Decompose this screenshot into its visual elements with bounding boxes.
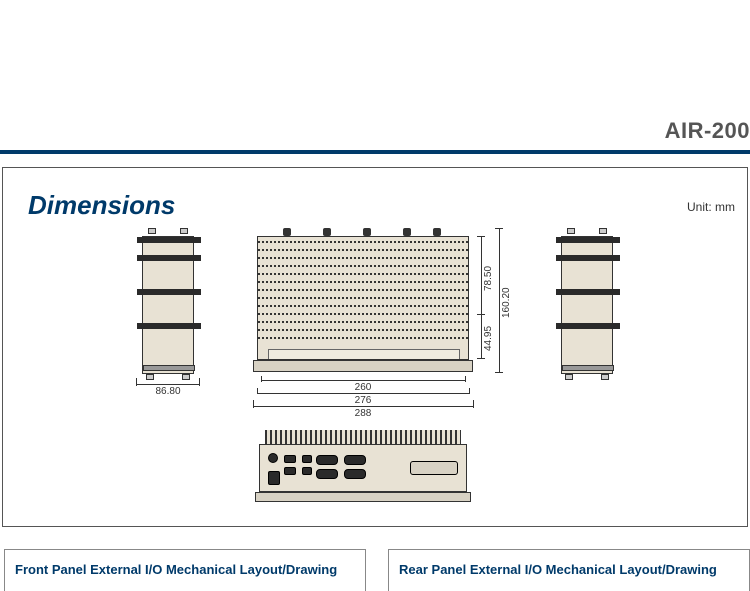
dim-side-width: 86.80	[136, 386, 200, 397]
side-view-left	[136, 228, 200, 378]
dim-height-upper: 78.50	[483, 258, 494, 298]
side-body-right	[561, 236, 613, 374]
side-view-right	[555, 228, 619, 378]
front-panel-title: Front Panel External I/O Mechanical Layo…	[15, 562, 337, 577]
dimensions-unit: Unit: mm	[687, 200, 735, 214]
rear-panel-title: Rear Panel External I/O Mechanical Layou…	[399, 562, 717, 577]
dim-top-mid: 276	[257, 395, 469, 406]
side-body	[142, 236, 194, 374]
header-divider	[0, 150, 750, 154]
dim-height-lower: 44.95	[483, 320, 494, 356]
front-panel-box: Front Panel External I/O Mechanical Layo…	[4, 549, 366, 591]
top-body	[257, 236, 469, 360]
dim-top-outer: 288	[253, 408, 473, 419]
top-view	[253, 228, 473, 376]
dimensions-title: Dimensions	[28, 190, 175, 221]
dim-top-inner: 260	[261, 382, 465, 393]
front-view	[259, 430, 467, 506]
product-name: AIR-200	[665, 118, 750, 144]
drawings-area: 86.80	[3, 228, 749, 528]
dimensions-box: Dimensions Unit: mm 86.80	[2, 167, 748, 527]
rear-panel-box: Rear Panel External I/O Mechanical Layou…	[388, 549, 750, 591]
dim-height-total: 160.20	[501, 278, 512, 328]
